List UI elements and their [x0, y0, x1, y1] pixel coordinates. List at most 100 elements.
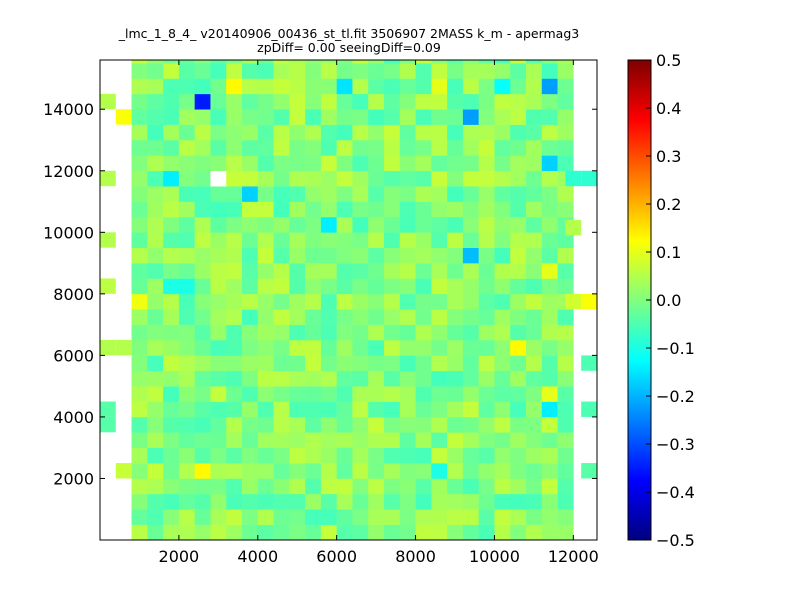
- heatmap-cell: [494, 401, 511, 418]
- heatmap-cell: [352, 309, 369, 325]
- heatmap-cell: [178, 309, 195, 325]
- heatmap-cell: [289, 60, 306, 64]
- heatmap-cell: [226, 140, 243, 156]
- heatmap-cell: [399, 186, 416, 202]
- heatmap-cell: [131, 170, 148, 187]
- heatmap-cell: [194, 447, 211, 464]
- heatmap-cell: [368, 309, 385, 325]
- heatmap-cell: [557, 386, 574, 402]
- heatmap-cell: [399, 493, 416, 510]
- colorbar-segment: [628, 514, 651, 517]
- colorbar-segment: [628, 162, 651, 165]
- colorbar-segment: [628, 188, 651, 191]
- heatmap-cell: [557, 109, 574, 125]
- colorbar-segment: [628, 222, 651, 225]
- heatmap-cell: [178, 447, 195, 464]
- colorbar-segment: [628, 124, 651, 127]
- heatmap-cell: [557, 509, 574, 525]
- heatmap-cell: [257, 170, 274, 187]
- heatmap-cell: [431, 432, 448, 448]
- heatmap-cell: [178, 140, 195, 156]
- heatmap-cell: [147, 78, 164, 95]
- heatmap-cell: [478, 263, 495, 279]
- colorbar-segment: [628, 442, 651, 445]
- colorbar-segment: [628, 280, 651, 283]
- heatmap-cell: [305, 140, 322, 156]
- colorbar-segment: [628, 486, 651, 489]
- colorbar-segment: [628, 246, 651, 249]
- heatmap-cell: [131, 493, 148, 510]
- heatmap-cell: [384, 432, 401, 448]
- heatmap-cell: [352, 324, 369, 341]
- heatmap-cell: [557, 247, 574, 264]
- heatmap-cell: [415, 263, 432, 279]
- colorbar-segment: [628, 386, 651, 389]
- heatmap-edge-cell: [565, 220, 582, 236]
- heatmap-cell: [305, 170, 322, 187]
- heatmap-cell: [447, 293, 464, 310]
- heatmap-cell: [226, 309, 243, 325]
- heatmap-cell: [431, 78, 448, 95]
- heatmap-cell: [447, 63, 464, 79]
- heatmap-cell: [226, 78, 243, 95]
- heatmap-cell: [431, 109, 448, 125]
- heatmap-cell: [368, 493, 385, 510]
- heatmap-cell: [257, 509, 274, 525]
- colorbar-segment: [628, 192, 651, 195]
- colorbar-segment: [628, 308, 651, 311]
- colorbar-segment: [628, 460, 651, 463]
- colorbar-segment: [628, 132, 651, 135]
- heatmap-cell: [163, 232, 180, 248]
- heatmap-cell: [131, 155, 148, 172]
- colorbar-segment: [628, 324, 651, 327]
- colorbar-segment: [628, 140, 651, 143]
- colorbar-segment: [628, 412, 651, 415]
- colorbar-segment: [628, 122, 651, 125]
- heatmap-cell: [510, 216, 527, 233]
- heatmap-cell: [289, 124, 306, 141]
- heatmap-cell: [320, 170, 337, 187]
- heatmap-cell: [557, 263, 574, 279]
- heatmap-cell: [431, 155, 448, 172]
- heatmap-cell: [257, 432, 274, 448]
- colorbar-segment: [628, 450, 651, 453]
- heatmap-cell: [257, 463, 274, 479]
- heatmap-cell: [336, 140, 353, 156]
- heatmap-cell: [462, 463, 479, 479]
- heatmap-cell: [163, 509, 180, 525]
- heatmap-cell: [384, 78, 401, 95]
- heatmap-cell: [526, 463, 543, 479]
- heatmap-cell: [462, 263, 479, 279]
- heatmap-cell: [541, 386, 558, 402]
- colorbar-segment: [628, 530, 651, 533]
- heatmap-cell: [447, 232, 464, 248]
- heatmap-cell: [384, 155, 401, 172]
- heatmap-cell: [226, 386, 243, 402]
- colorbar-segment: [628, 422, 651, 425]
- heatmap-edge-cell: [581, 355, 597, 371]
- heatmap-cell: [462, 232, 479, 248]
- colorbar-segment: [628, 314, 651, 317]
- heatmap-cell: [242, 216, 259, 233]
- colorbar-segment: [628, 414, 651, 417]
- colorbar-segment: [628, 342, 651, 345]
- heatmap-cell: [273, 140, 290, 156]
- axes: 2000 4000 6000 8000 10000 12000 2000 4000 6000 80…: [43, 59, 599, 566]
- heatmap-cell: [273, 78, 290, 95]
- heatmap-cell: [242, 170, 259, 187]
- heatmap-cell: [210, 63, 227, 79]
- heatmap-cell: [352, 447, 369, 464]
- heatmap-cell: [336, 416, 353, 433]
- heatmap-cell: [242, 386, 259, 402]
- heatmap-cell: [431, 355, 448, 372]
- colorbar-segment: [628, 286, 651, 289]
- heatmap-cell: [242, 247, 259, 264]
- heatmap-cell: [194, 355, 211, 372]
- colorbar-segment: [628, 410, 651, 413]
- heatmap-cell: [526, 93, 543, 110]
- heatmap-cell: [431, 324, 448, 341]
- heatmap-cell: [242, 263, 259, 279]
- heatmap-cell: [305, 109, 322, 125]
- heatmap-cell: [194, 293, 211, 310]
